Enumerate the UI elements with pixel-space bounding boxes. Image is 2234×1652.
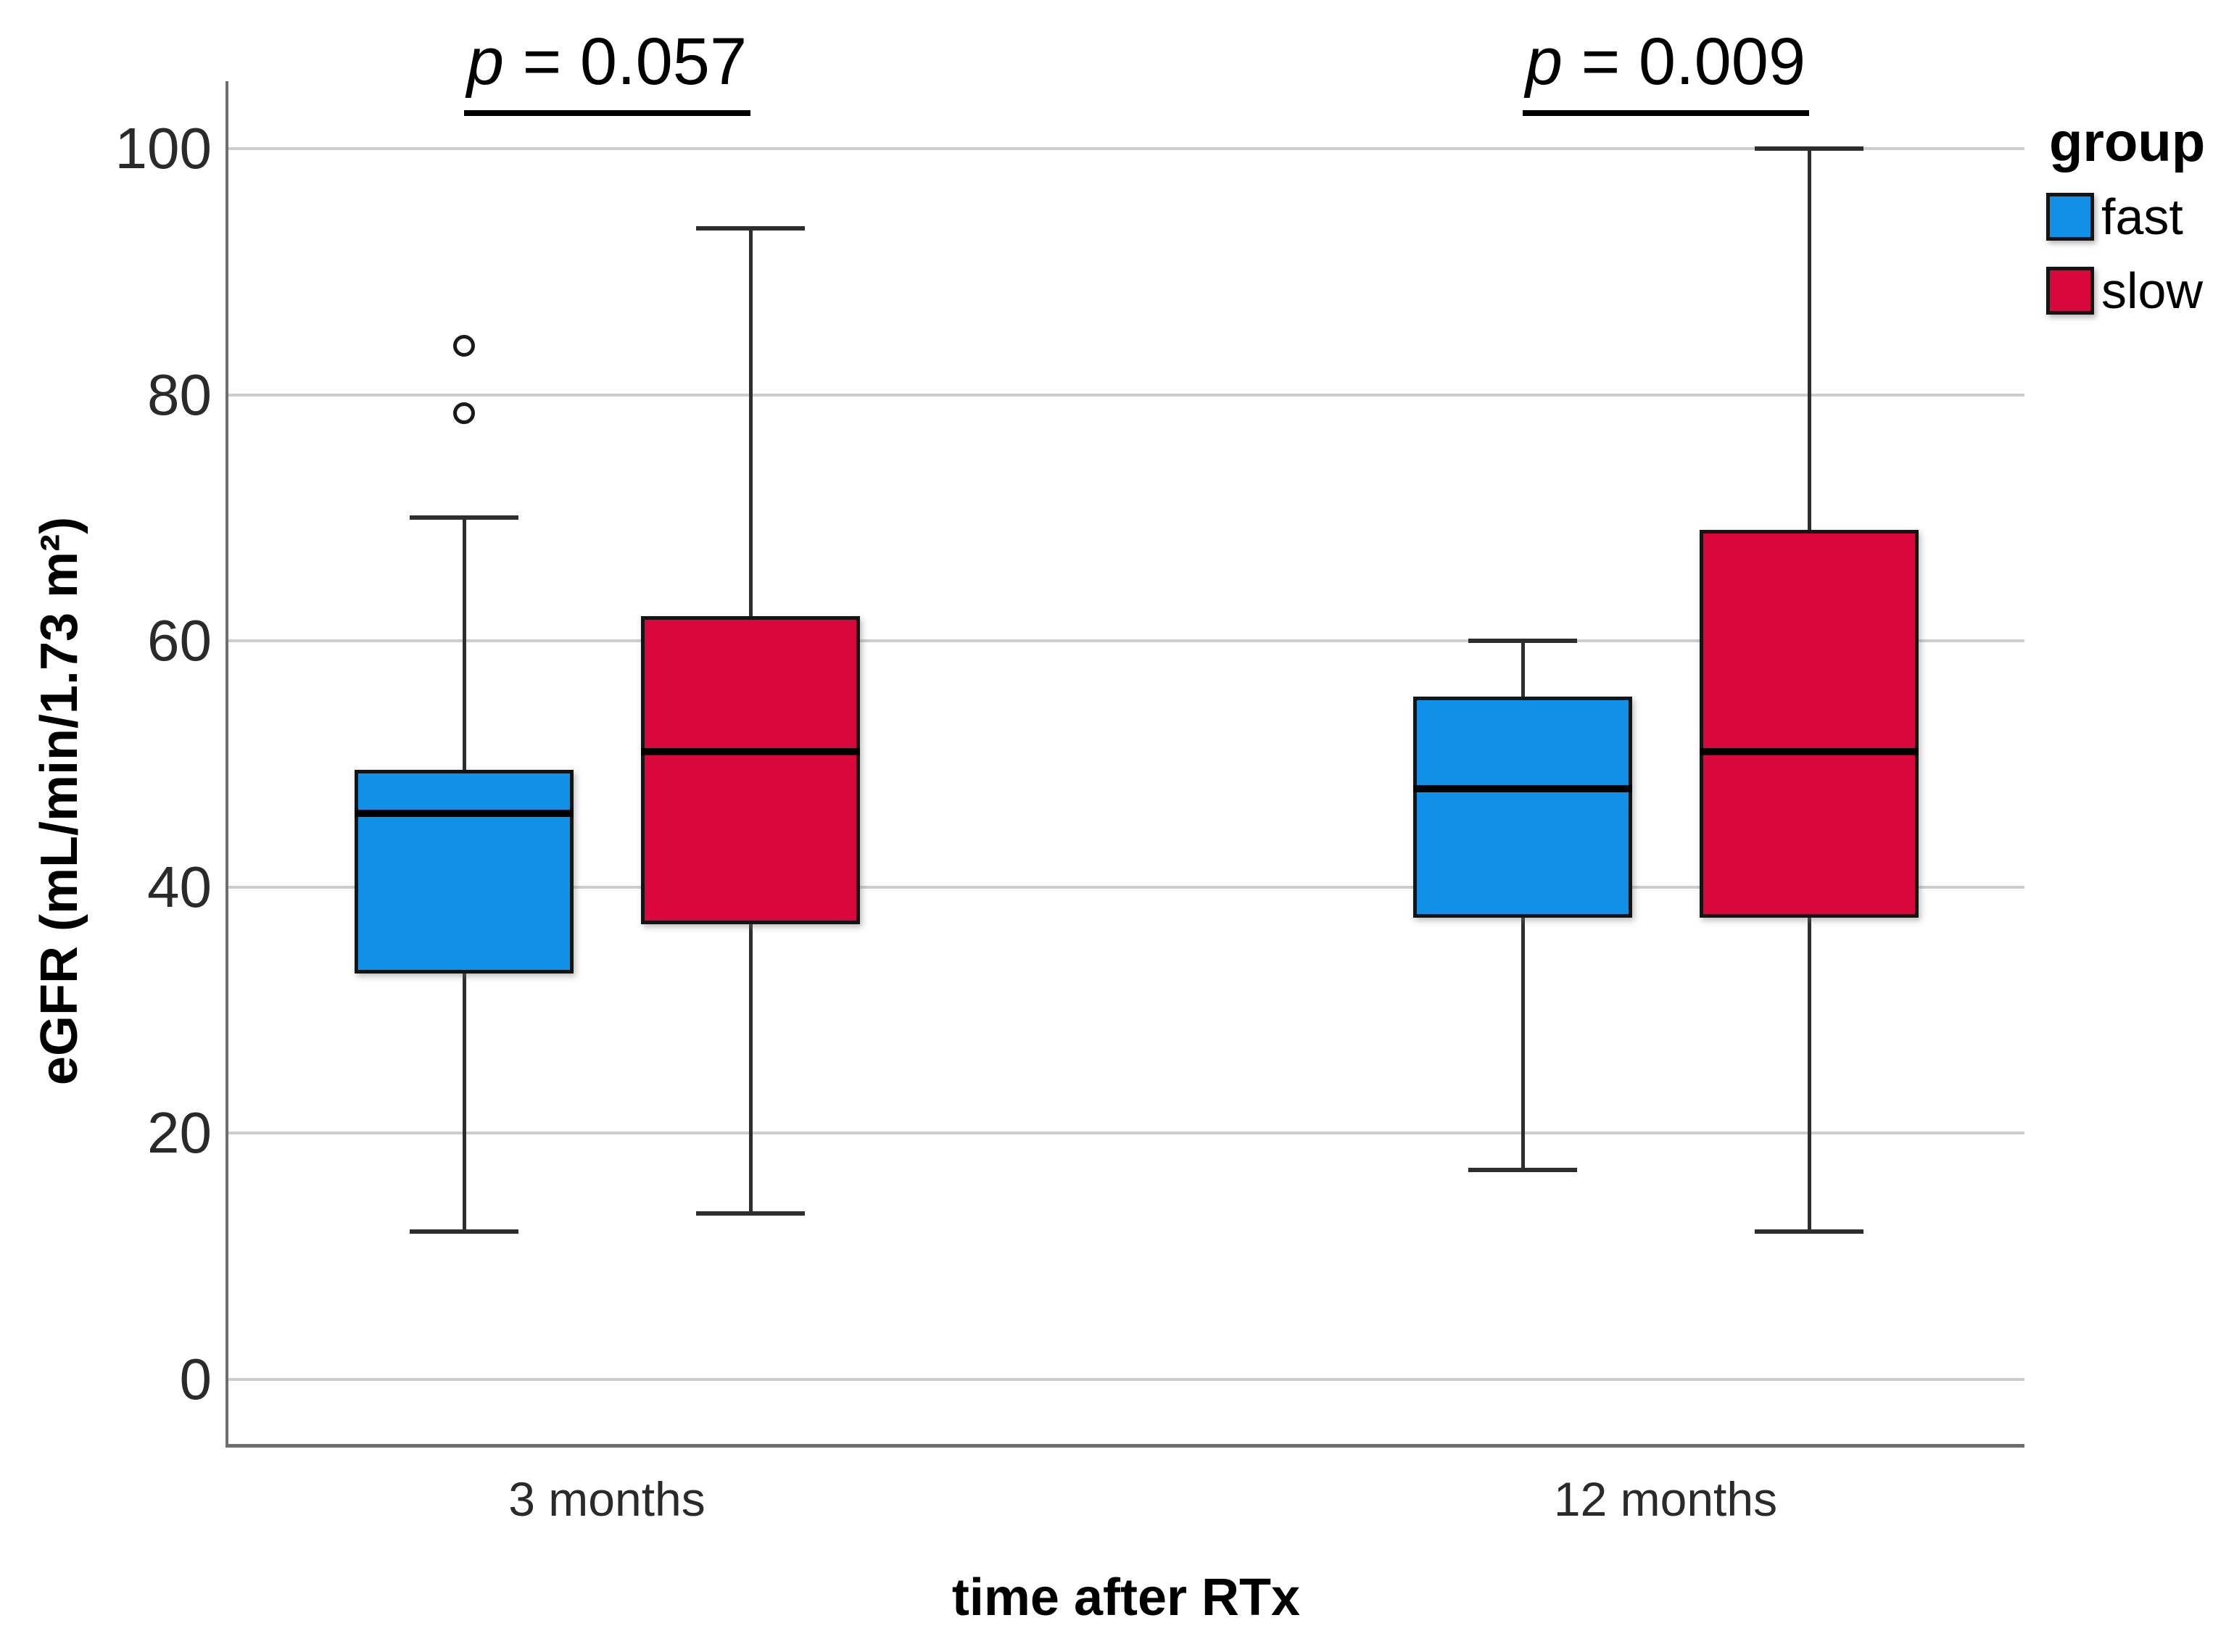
outlier-point-fast-0 <box>453 402 475 425</box>
y-axis-line <box>226 81 228 1446</box>
y-tick-label-20: 20 <box>147 1100 212 1166</box>
box-fast-1 <box>1413 696 1632 918</box>
y-tick-label-80: 80 <box>147 362 212 427</box>
gridline-y-60 <box>228 639 2024 643</box>
p-value-symbol: p <box>466 25 505 99</box>
legend-label-fast: fast <box>2101 188 2183 245</box>
x-tick-label-3-months: 3 months <box>508 1472 706 1526</box>
y-tick-label-40: 40 <box>147 854 212 919</box>
y-tick-label-60: 60 <box>147 608 212 673</box>
x-axis-title: time after RTx <box>951 1569 1301 1627</box>
fast-color-swatch <box>2046 193 2094 241</box>
legend-label-slow: slow <box>2101 262 2204 319</box>
p-value-bracket-1 <box>1523 110 1809 116</box>
whisker-cap-high-slow-0 <box>696 226 805 231</box>
median-line-fast-0 <box>355 809 574 817</box>
gridline-y-100 <box>228 147 2024 150</box>
box-slow-0 <box>641 616 860 924</box>
box-slow-1 <box>1700 530 1919 918</box>
median-line-slow-0 <box>641 748 860 756</box>
p-value-text: = 0.057 <box>504 25 748 99</box>
median-line-slow-1 <box>1700 748 1919 756</box>
gridline-y-40 <box>228 885 2024 889</box>
p-value-text: = 0.009 <box>1563 25 1806 99</box>
x-axis-line <box>226 1444 2024 1448</box>
median-line-fast-1 <box>1413 784 1632 792</box>
legend-item-fast: fast <box>2046 189 2205 244</box>
legend: group fast slow <box>2046 112 2205 337</box>
whisker-cap-low-fast-1 <box>1468 1168 1577 1173</box>
legend-title: group <box>2049 112 2206 173</box>
whisker-cap-low-slow-1 <box>1755 1229 1863 1234</box>
p-value-symbol: p <box>1525 25 1563 99</box>
whisker-cap-high-slow-1 <box>1755 146 1863 151</box>
slow-color-swatch <box>2046 267 2094 315</box>
box-fast-0 <box>355 770 574 974</box>
whisker-cap-low-fast-0 <box>410 1229 518 1234</box>
x-tick-label-12-months: 12 months <box>1553 1472 1778 1526</box>
whisker-cap-low-slow-0 <box>696 1211 805 1216</box>
gridline-y-0 <box>228 1378 2024 1381</box>
p-value-annotation-12-months: p = 0.009 <box>1526 25 1805 98</box>
p-value-annotation-3-months: p = 0.057 <box>467 25 747 98</box>
p-value-bracket-0 <box>464 110 750 116</box>
y-tick-label-0: 0 <box>179 1347 212 1411</box>
outlier-point-fast-0 <box>453 334 475 357</box>
whisker-cap-high-fast-1 <box>1468 639 1577 644</box>
y-axis-title: eGFR (mL/min/1.73 m²) <box>30 516 88 1086</box>
y-tick-label-100: 100 <box>115 116 212 180</box>
whisker-cap-high-fast-0 <box>410 515 518 520</box>
legend-item-slow: slow <box>2046 263 2205 318</box>
gridline-y-80 <box>228 393 2024 397</box>
gridline-y-20 <box>228 1132 2024 1135</box>
